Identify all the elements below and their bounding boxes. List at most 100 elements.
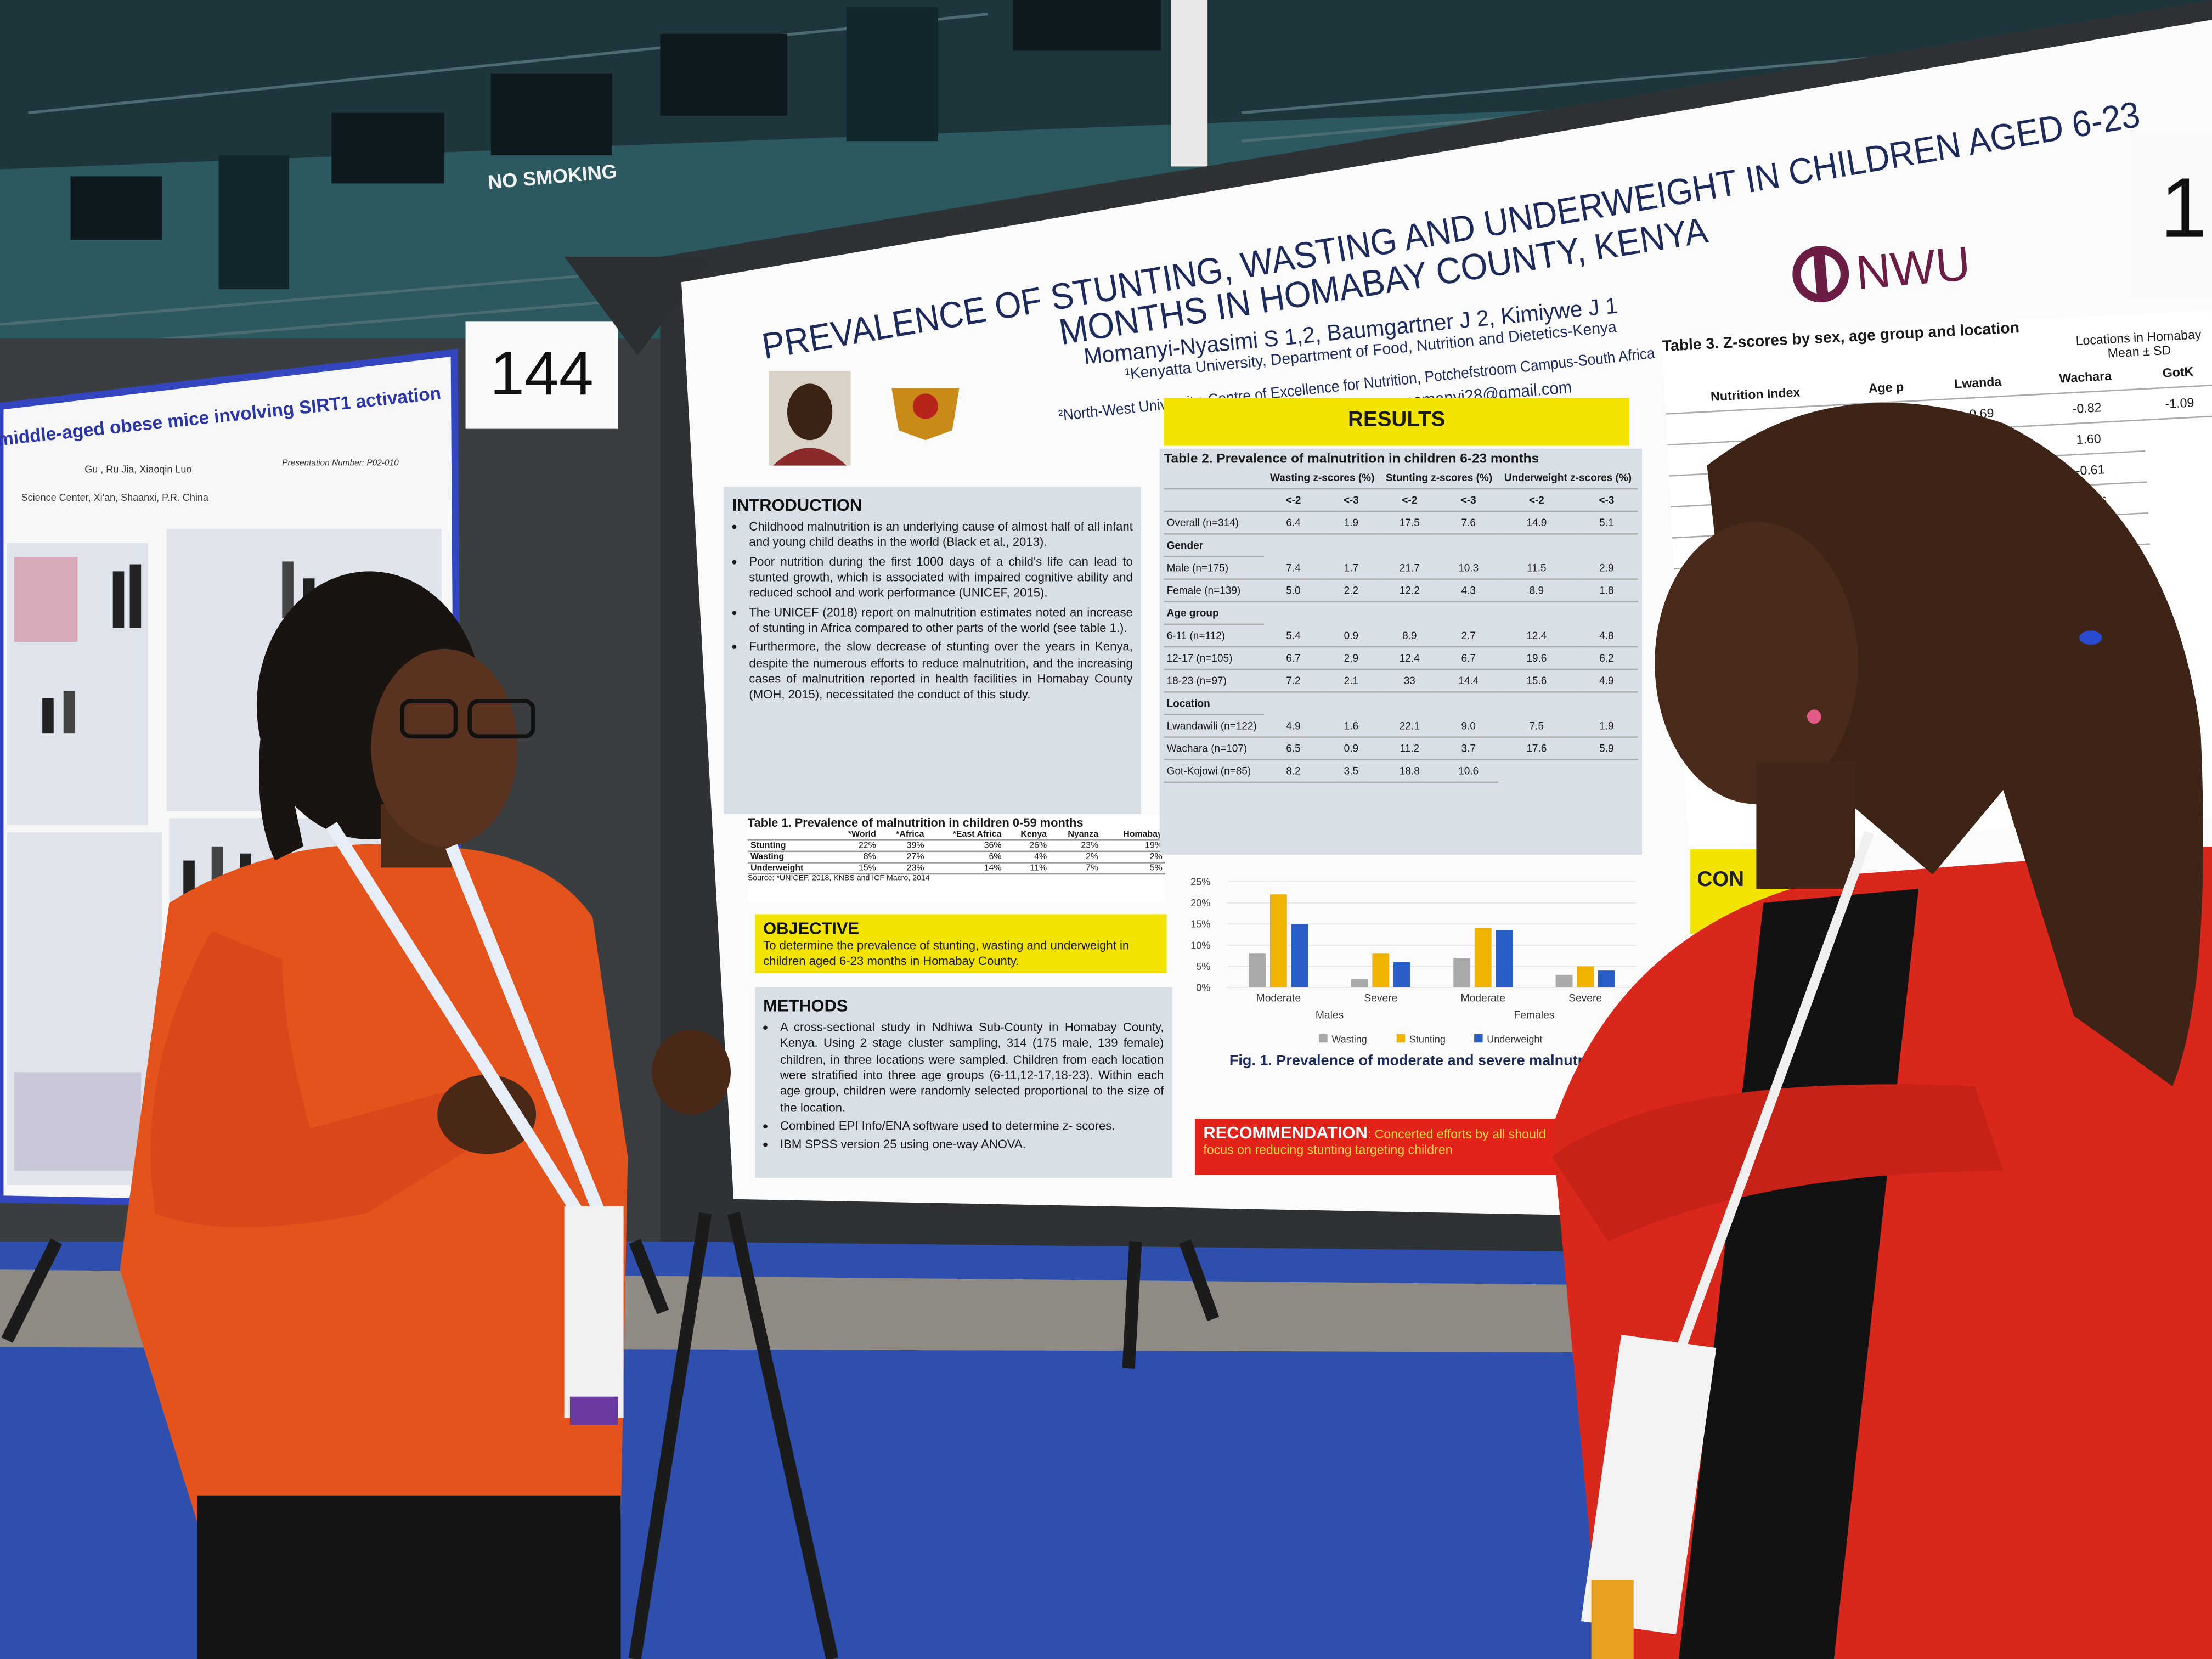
bullet-list: A cross-sectional study in Ndhiwa Sub-Co…	[763, 1020, 1164, 1154]
table-cell: 10.6	[1439, 759, 1498, 783]
table-cell: 6.7	[1439, 647, 1498, 670]
y-tick-label: 20%	[1190, 898, 1210, 909]
objective-box: OBJECTIVE To determine the prevalence of…	[754, 914, 1167, 974]
table-cell: 5.9	[1575, 737, 1638, 760]
table-cell: 1.6	[1322, 714, 1380, 738]
face	[1655, 522, 1858, 804]
section-heading: METHODS	[763, 996, 848, 1016]
table-cell: 5.1	[1575, 511, 1638, 535]
table-cell: 3.5	[1322, 759, 1380, 783]
bar	[1555, 974, 1573, 988]
window	[1013, 0, 1161, 51]
shape	[1122, 1241, 1142, 1369]
table-cell: 7.2	[1264, 669, 1323, 693]
board-number: 1	[2160, 160, 2208, 255]
table-cell: Male (n=175)	[1164, 556, 1265, 580]
arm	[150, 931, 480, 1228]
header-cell: Wasting z-scores (%)	[1264, 467, 1380, 490]
table-cell: 2.9	[1575, 556, 1638, 580]
table-cell: 0.9	[1322, 624, 1380, 648]
objective-text: To determine the prevalence of stunting,…	[763, 938, 1130, 968]
introduction-box: INTRODUCTION Childhood malnutrition is a…	[724, 487, 1141, 814]
black-top	[1679, 889, 1919, 1659]
table-row: Wachara (n=107) 6.5 0.9 11.2 3.7 17.6 5.9	[1164, 737, 1638, 760]
header-cell: Lwanda	[1925, 364, 2030, 400]
table-cell: 23%	[878, 862, 927, 875]
table-cell: Underweight	[747, 862, 831, 875]
table-row: Overall (n=314) 6.4 1.9 17.5 7.6 14.9 5.1	[1164, 511, 1638, 535]
table2: Table 2. Prevalence of malnutrition in c…	[1159, 448, 1643, 855]
group-label: Females	[1514, 1010, 1554, 1022]
figure-bar	[112, 571, 125, 628]
header-cell: Homabay	[1101, 830, 1165, 841]
micrograph	[14, 1072, 142, 1171]
table-cell: 14.9	[1498, 511, 1576, 535]
table-cell: 0.9	[1322, 737, 1380, 760]
table-cell: 10.3	[1439, 556, 1498, 580]
table2-box: Table 2. Prevalence of malnutrition in c…	[1159, 448, 1643, 855]
table-cell: 7.5	[1498, 714, 1576, 738]
glasses	[467, 699, 535, 739]
header-cell: Underweight z-scores (%)	[1498, 467, 1638, 490]
results-heading: RESULTS	[1164, 398, 1629, 446]
y-tick-label: 25%	[1190, 877, 1210, 888]
header-cell: *East Africa	[927, 830, 1005, 841]
header-row: <-2 <-3 <-2 <-3 <-2 <-3	[1164, 489, 1638, 512]
header-cell: <-3	[1322, 489, 1380, 512]
header-cell: <-2	[1264, 489, 1323, 512]
table-cell: Wasting	[747, 851, 831, 864]
table-title: Table 1. Prevalence of malnutrition in c…	[747, 815, 1084, 830]
earring	[1807, 709, 1821, 724]
table-cell: 7%	[1049, 862, 1102, 875]
name-badge	[564, 1206, 624, 1418]
header-cell: GotK	[2141, 354, 2212, 390]
table-cell: 12.4	[1498, 624, 1576, 648]
shape	[1179, 1239, 1220, 1322]
bullet-list: Childhood malnutrition is an underlying …	[732, 519, 1132, 703]
table: Wasting z-scores (%) Stunting z-scores (%…	[1164, 467, 1638, 783]
window	[660, 33, 787, 116]
shape	[28, 13, 988, 115]
trousers	[198, 1495, 621, 1659]
pillar	[1171, 0, 1208, 167]
legend-label: Wasting	[1331, 1034, 1367, 1045]
table-cell: Overall (n=314)	[1164, 511, 1265, 535]
figure-bar	[42, 698, 54, 734]
figure-bar	[129, 564, 142, 628]
table-cell: 8.9	[1380, 624, 1440, 648]
header-cell: <-2	[1498, 489, 1576, 512]
table-row: Got-Kojowi (n=85) 8.2 3.5 18.8 10.6	[1164, 759, 1638, 783]
legend-label: Underweight	[1487, 1034, 1542, 1045]
table-cell: -1.09	[2142, 385, 2212, 420]
table-cell: 33	[1380, 669, 1440, 693]
easel	[1, 1211, 1220, 1659]
neck	[1756, 761, 1855, 889]
recommendation-box: RECOMMENDATION: Concerted efforts by all…	[1195, 1119, 1569, 1175]
y-tick-label: 5%	[1196, 961, 1210, 972]
y-tick-label: 10%	[1190, 940, 1210, 951]
glasses	[400, 699, 458, 739]
table-cell: 5.0	[1264, 579, 1323, 602]
crossed-arms	[1551, 1084, 2004, 1242]
table-cell: 11.5	[1498, 556, 1576, 580]
left-poster-authors: Gu , Ru Jia, Xiaoqin Luo	[84, 464, 191, 475]
table-cell: 12.4	[1380, 647, 1440, 670]
board-number-card	[2130, 134, 2212, 297]
bar	[1269, 894, 1287, 988]
results-box: RESULTS	[1164, 398, 1629, 446]
table-cell: 11%	[1004, 862, 1050, 875]
bar	[1453, 958, 1471, 988]
bar	[1291, 924, 1308, 988]
table-cell: 6.5	[1264, 737, 1323, 760]
table-cell: 17.5	[1380, 511, 1440, 535]
lanyard	[1674, 831, 1874, 1356]
figure-caption: Fig. 1. Prevalence of moderate and sever…	[1229, 1052, 1615, 1068]
bar	[1372, 953, 1390, 988]
table-cell: 11.2	[1380, 737, 1440, 760]
table-source: Source: *UNICEF, 2018, KNBS and ICF Macr…	[747, 874, 930, 883]
table-cell: 18-23 (n=97)	[1164, 669, 1265, 693]
bullet: A cross-sectional study in Ndhiwa Sub-Co…	[780, 1020, 1164, 1116]
table-cell: 19.6	[1498, 647, 1576, 670]
table-cell: 7.4	[1264, 556, 1323, 580]
table-cell: 1.7	[1322, 556, 1380, 580]
